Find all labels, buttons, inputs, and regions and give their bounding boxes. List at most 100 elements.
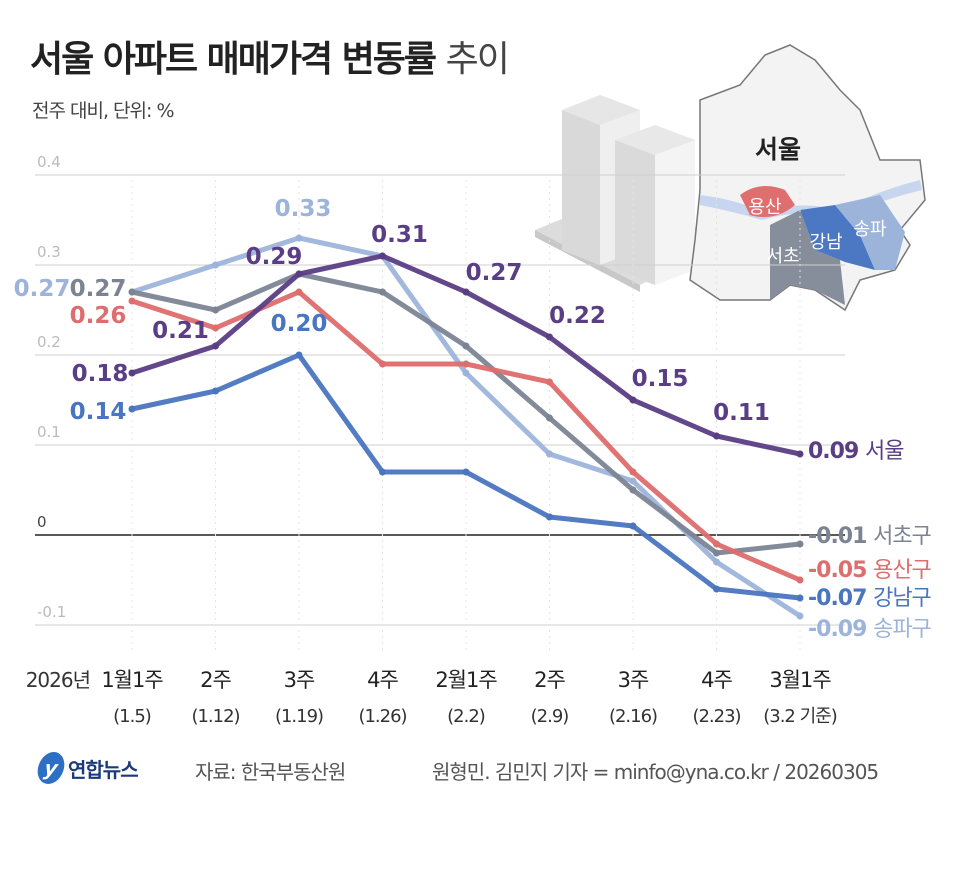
x-tick-date: (3.2 기준) [763, 706, 837, 727]
y-tick-label: 0.2 [37, 333, 61, 351]
x-axis: 2026년 1월1주 (1.5) 2주 (1.12) 3주 (1.19) 4주 (1.26) 2월… [26, 668, 838, 727]
data-label: 0.15 [632, 366, 689, 392]
x-tick-label: 2월1주 [435, 668, 497, 692]
x-tick-date: (1.26) [358, 706, 406, 727]
data-label: 0.26 [70, 303, 127, 329]
series-lines [128, 234, 804, 620]
x-tick-label: 3주 [618, 668, 649, 692]
data-point [128, 288, 136, 296]
data-point [796, 450, 804, 458]
data-point [128, 405, 136, 413]
data-labels: 0.27 0.33 -0.09 송파구 0.27 -0.01 서초구 0.26 -0.05 … [14, 196, 933, 642]
data-label: 0.33 [275, 196, 332, 222]
end-label: 0.09 서울 [808, 439, 904, 464]
data-label: 0.20 [271, 311, 328, 337]
data-point [629, 468, 637, 476]
map-city-label: 서울 [755, 135, 801, 164]
x-tick-label: 3주 [284, 668, 315, 692]
data-point [212, 306, 219, 314]
data-point [713, 558, 720, 566]
unit-subtitle: 전주 대비, 단위: % [32, 100, 174, 122]
illustration: 서울 용산 강남 송파 서초 [535, 44, 926, 312]
data-point [212, 387, 219, 395]
data-point [713, 585, 720, 593]
data-point [295, 234, 303, 242]
x-tick-label: 4주 [367, 668, 398, 692]
map-district-songpa: 송파 [853, 219, 887, 240]
title-bold: 서울 아파트 매매가격 변동률 [30, 39, 437, 80]
y-tick-label: 0.3 [37, 243, 61, 261]
yonhap-logo: y 연합뉴스 [35, 752, 139, 784]
data-point [629, 477, 637, 485]
data-label: 0.11 [713, 400, 770, 426]
data-point [462, 342, 470, 350]
data-point [212, 261, 219, 269]
end-label: -0.09 송파구 [808, 617, 932, 642]
x-tick-label: 3월1주 [769, 668, 831, 692]
data-point [713, 432, 720, 440]
data-point [462, 360, 470, 368]
source-text: 자료: 한국부동산원 [195, 760, 346, 784]
x-tick-date: (1.5) [113, 706, 151, 727]
data-point [629, 396, 637, 404]
data-label: 0.29 [246, 244, 303, 270]
data-point [546, 450, 553, 458]
data-point [796, 576, 804, 584]
end-label: -0.05 용산구 [808, 558, 932, 583]
data-point [713, 540, 720, 548]
title-light: 추이 [445, 39, 510, 80]
data-point [212, 324, 219, 332]
credit-text: 원형민. 김민지 기자 = minfo@yna.co.kr / 20260305 [432, 760, 879, 784]
end-label: -0.01 서초구 [808, 524, 932, 549]
map-district-seocho: 서초 [766, 246, 799, 267]
logo-text: 연합뉴스 [68, 757, 139, 782]
x-tick-date: (2.16) [609, 706, 657, 727]
data-label: 0.22 [549, 303, 606, 329]
data-point [128, 297, 136, 305]
data-label: 0.14 [70, 399, 127, 425]
logo-icon: y [35, 752, 67, 784]
data-point [462, 468, 470, 476]
x-tick-date: (1.12) [191, 706, 239, 727]
data-point [295, 270, 303, 278]
y-tick-label: 0.1 [37, 423, 61, 441]
data-label: 0.18 [72, 361, 129, 387]
end-label: -0.07 강남구 [808, 586, 932, 611]
x-tick-date: (1.19) [275, 706, 323, 727]
x-tick-date: (2.9) [531, 706, 569, 727]
data-point [796, 594, 804, 602]
map-district-gangnam: 강남 [809, 232, 842, 253]
x-tick-date: (2.2) [447, 706, 485, 727]
data-label: 0.27 [14, 276, 71, 302]
data-point [546, 378, 553, 386]
page-title: 서울 아파트 매매가격 변동률 추이 [30, 30, 510, 82]
x-tick-label: 1월1주 [101, 668, 163, 692]
x-tick-date: (2.23) [692, 706, 740, 727]
data-point [546, 333, 553, 341]
data-point [462, 288, 470, 296]
y-tick-label: 0 [37, 513, 47, 531]
data-point [629, 486, 637, 494]
data-point [379, 468, 386, 476]
data-point [295, 351, 303, 359]
data-point [629, 522, 637, 530]
data-label: 0.31 [371, 222, 428, 248]
data-label: 0.27 [466, 260, 523, 286]
year-label: 2026년 [26, 668, 90, 692]
data-point [796, 612, 804, 620]
x-tick-label: 2주 [200, 668, 231, 692]
map-district-yongsan: 용산 [748, 197, 781, 218]
y-tick-label: -0.1 [37, 603, 66, 621]
data-label: 0.27 [70, 276, 127, 302]
series-line-용산구 [131, 289, 801, 583]
data-point [546, 414, 553, 422]
data-point [546, 513, 553, 521]
data-point [295, 288, 303, 296]
seoul-map: 서울 용산 강남 송파 서초 [689, 44, 926, 312]
data-point [462, 369, 470, 377]
data-point [796, 540, 804, 548]
x-tick-label: 2주 [534, 668, 565, 692]
apartment-buildings-illustration [535, 95, 725, 292]
